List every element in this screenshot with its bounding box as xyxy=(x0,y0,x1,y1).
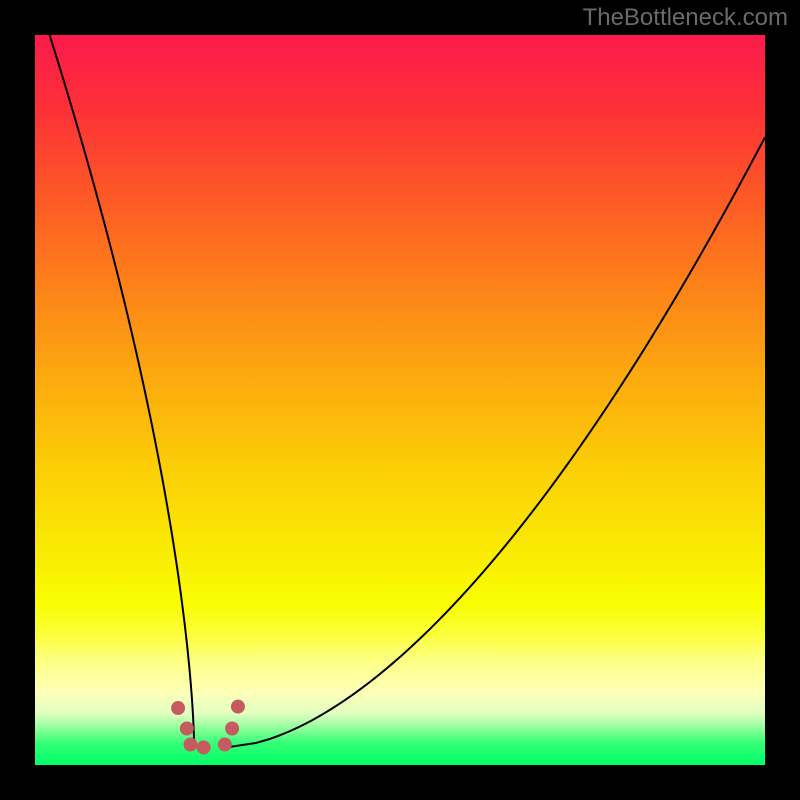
plot-area xyxy=(35,35,765,765)
marker-point xyxy=(183,738,197,752)
chart-root: TheBottleneck.com xyxy=(0,0,800,800)
marker-point xyxy=(218,738,232,752)
marker-point xyxy=(197,740,211,754)
marker-point xyxy=(180,722,194,736)
gradient-background xyxy=(35,35,765,765)
marker-point xyxy=(231,700,245,714)
marker-point xyxy=(225,722,239,736)
plot-svg xyxy=(35,35,765,765)
watermark-text: TheBottleneck.com xyxy=(583,4,788,32)
marker-point xyxy=(171,701,185,715)
